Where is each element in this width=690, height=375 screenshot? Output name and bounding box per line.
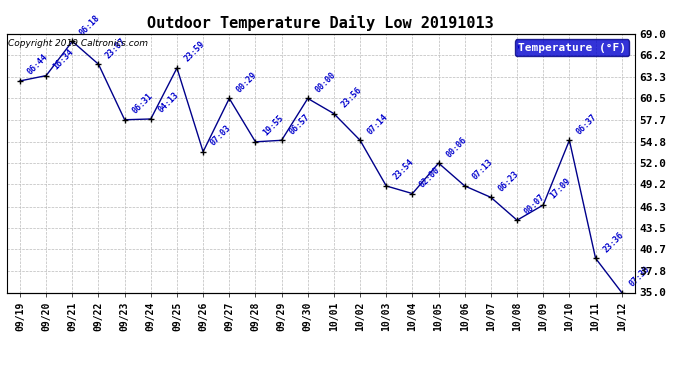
Text: 00:00: 00:00 (313, 70, 337, 94)
Text: Copyright 2019 Caltronics.com: Copyright 2019 Caltronics.com (8, 39, 148, 48)
Text: 02:00: 02:00 (418, 165, 442, 189)
Text: 06:31: 06:31 (130, 92, 155, 116)
Text: 17:09: 17:09 (549, 177, 573, 201)
Text: 23:56: 23:56 (339, 86, 364, 109)
Text: 07:13: 07:13 (471, 158, 494, 182)
Text: 00:06: 00:06 (444, 135, 469, 159)
Text: 04:13: 04:13 (157, 91, 180, 115)
Text: 06:44: 06:44 (26, 53, 50, 77)
Text: 23:59: 23:59 (183, 40, 206, 64)
Text: 19:55: 19:55 (261, 114, 285, 138)
Title: Outdoor Temperature Daily Low 20191013: Outdoor Temperature Daily Low 20191013 (148, 15, 494, 31)
Text: 07:30: 07:30 (627, 264, 651, 288)
Text: 00:29: 00:29 (235, 70, 259, 94)
Text: 23:54: 23:54 (392, 158, 416, 182)
Text: 06:18: 06:18 (78, 13, 102, 37)
Text: 07:14: 07:14 (366, 112, 390, 136)
Text: 06:23: 06:23 (497, 169, 520, 193)
Text: 23:36: 23:36 (601, 230, 625, 254)
Text: 06:57: 06:57 (287, 112, 311, 136)
Text: 00:07: 00:07 (522, 192, 546, 216)
Text: 07:03: 07:03 (208, 123, 233, 147)
Legend: Temperature (°F): Temperature (°F) (515, 39, 629, 56)
Text: 23:07: 23:07 (104, 36, 128, 60)
Text: 16:34: 16:34 (52, 47, 76, 72)
Text: 06:37: 06:37 (575, 112, 599, 136)
